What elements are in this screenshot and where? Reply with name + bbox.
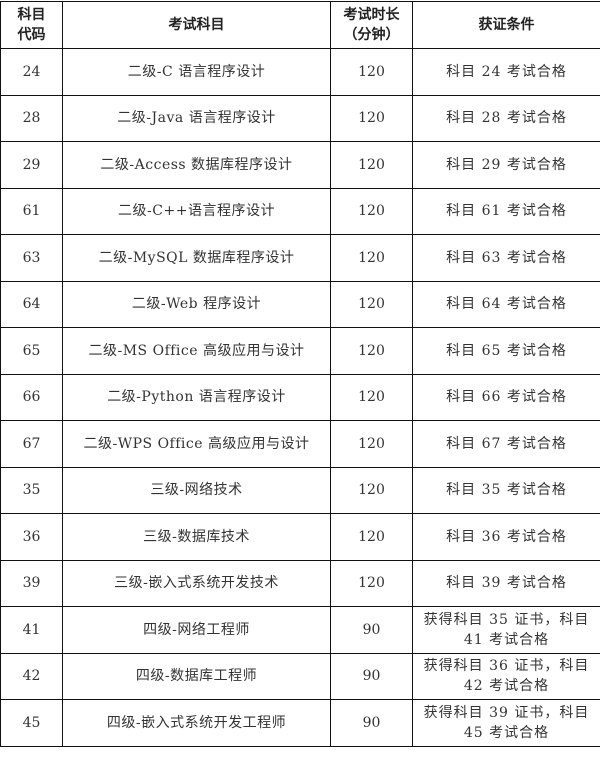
cell-duration: 120: [331, 281, 413, 328]
cell-subject: 四级-网络工程师: [63, 607, 331, 654]
cell-subject: 三级-网络技术: [63, 467, 331, 514]
cell-code: 24: [1, 49, 63, 96]
cell-duration: 120: [331, 514, 413, 561]
cell-subject: 四级-嵌入式系统开发工程师: [63, 700, 331, 747]
cell-subject: 二级-Access 数据库程序设计: [63, 142, 331, 189]
cell-code: 67: [1, 421, 63, 468]
header-duration-line2: （分钟）: [344, 27, 400, 43]
header-subject: 考试科目: [63, 2, 331, 49]
cell-code: 28: [1, 95, 63, 142]
cell-code: 42: [1, 653, 63, 700]
header-code: 科目代码: [1, 2, 63, 49]
cell-subject: 三级-数据库技术: [63, 514, 331, 561]
header-duration-line1: 考试时长: [344, 7, 400, 23]
cell-code: 45: [1, 700, 63, 747]
cell-condition: 获得科目 36 证书，科目 42 考试合格: [413, 653, 600, 700]
header-duration: 考试时长 （分钟）: [331, 2, 413, 49]
cell-duration: 120: [331, 188, 413, 235]
header-code-line2: 代码: [18, 27, 46, 43]
cell-subject: 二级-Python 语言程序设计: [63, 374, 331, 421]
cell-duration: 120: [331, 374, 413, 421]
cell-subject: 二级-C++语言程序设计: [63, 188, 331, 235]
cell-code: 63: [1, 235, 63, 282]
cell-subject: 二级-WPS Office 高级应用与设计: [63, 421, 331, 468]
cell-condition: 科目 36 考试合格: [413, 514, 600, 561]
cell-condition: 科目 66 考试合格: [413, 374, 600, 421]
cell-subject: 二级-MySQL 数据库程序设计: [63, 235, 331, 282]
cell-condition: 科目 35 考试合格: [413, 467, 600, 514]
cell-condition: 科目 63 考试合格: [413, 235, 600, 282]
cell-subject: 三级-嵌入式系统开发技术: [63, 560, 331, 607]
cell-condition: 科目 67 考试合格: [413, 421, 600, 468]
cell-code: 41: [1, 607, 63, 654]
cell-duration: 120: [331, 467, 413, 514]
cell-duration: 120: [331, 95, 413, 142]
cell-condition: 科目 39 考试合格: [413, 560, 600, 607]
cell-subject: 二级-MS Office 高级应用与设计: [63, 328, 331, 375]
cell-condition: 科目 65 考试合格: [413, 328, 600, 375]
cell-condition: 获得科目 39 证书，科目 45 考试合格: [413, 700, 600, 747]
cell-duration: 120: [331, 142, 413, 189]
cell-code: 61: [1, 188, 63, 235]
cell-condition: 科目 24 考试合格: [413, 49, 600, 96]
cell-condition: 获得科目 35 证书，科目 41 考试合格: [413, 607, 600, 654]
cell-code: 35: [1, 467, 63, 514]
header-code-line1: 科目: [18, 7, 46, 23]
cell-duration: 90: [331, 700, 413, 747]
cell-condition: 科目 28 考试合格: [413, 95, 600, 142]
cell-condition: 科目 29 考试合格: [413, 142, 600, 189]
cell-code: 39: [1, 560, 63, 607]
cell-duration: 120: [331, 421, 413, 468]
cell-condition: 科目 61 考试合格: [413, 188, 600, 235]
cell-duration: 120: [331, 560, 413, 607]
cell-duration: 90: [331, 653, 413, 700]
cell-subject: 二级-Web 程序设计: [63, 281, 331, 328]
cell-duration: 120: [331, 328, 413, 375]
cell-code: 36: [1, 514, 63, 561]
cell-condition: 科目 64 考试合格: [413, 281, 600, 328]
cell-code: 66: [1, 374, 63, 421]
cell-code: 65: [1, 328, 63, 375]
header-row: 科目代码 考试科目 考试时长 （分钟） 获证条件: [1, 2, 600, 49]
cell-duration: 120: [331, 235, 413, 282]
cell-subject: 二级-Java 语言程序设计: [63, 95, 331, 142]
cell-duration: 90: [331, 607, 413, 654]
cell-subject: 四级-数据库工程师: [63, 653, 331, 700]
cell-code: 29: [1, 142, 63, 189]
cell-subject: 二级-C 语言程序设计: [63, 49, 331, 96]
cell-code: 64: [1, 281, 63, 328]
cell-duration: 120: [331, 49, 413, 96]
header-condition: 获证条件: [413, 2, 600, 49]
